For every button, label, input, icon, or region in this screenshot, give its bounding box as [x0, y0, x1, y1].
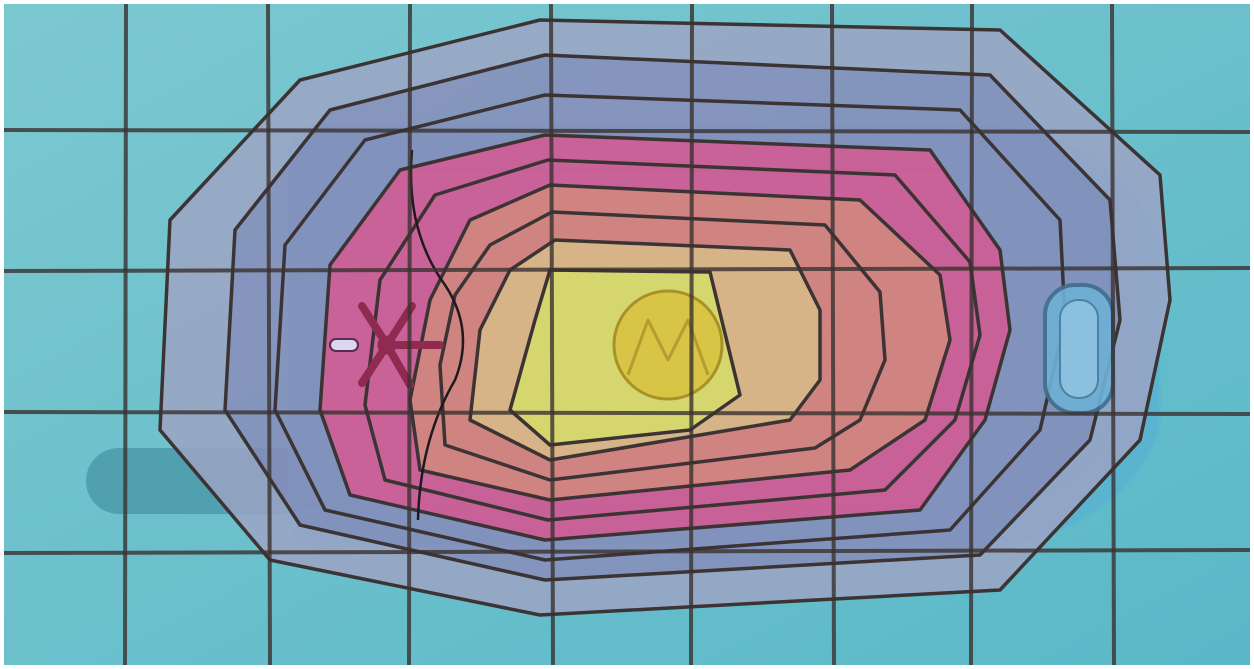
speaker-icon	[329, 302, 444, 389]
motorola-logo-icon	[612, 289, 724, 401]
grid-line-horizontal	[3, 548, 1251, 555]
measurement-grid	[3, 3, 1251, 666]
grid-line-vertical	[969, 3, 974, 666]
grid-line-vertical	[1110, 3, 1116, 666]
grid-line-vertical	[830, 3, 836, 666]
grid-line-horizontal	[3, 410, 1251, 416]
grid-line-horizontal	[3, 266, 1251, 273]
grid-line-vertical	[407, 3, 412, 666]
grid-line-vertical	[123, 3, 128, 666]
grid-line-vertical	[549, 3, 555, 666]
contour-lines	[158, 18, 1172, 617]
grid-line-vertical	[266, 3, 272, 666]
hinge-line	[409, 149, 465, 521]
grid-line-horizontal	[3, 128, 1251, 134]
grid-line-vertical	[689, 3, 694, 666]
